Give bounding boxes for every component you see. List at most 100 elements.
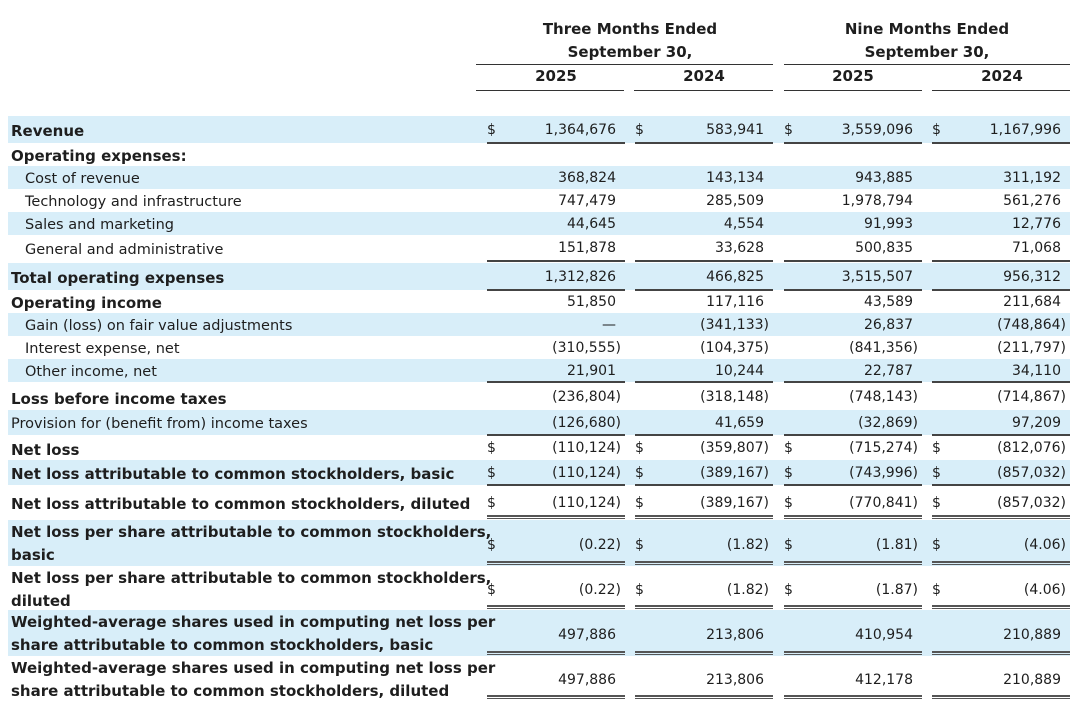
header-date-label: September 30, <box>864 43 990 61</box>
value-cell: (748,864) <box>997 316 1066 333</box>
row-label: Weighted-average shares used in computin… <box>11 657 495 703</box>
currency-symbol: $ <box>784 121 793 138</box>
row-label-text: Total operating expenses <box>11 269 225 287</box>
table-row: Net loss attributable to common stockhol… <box>8 460 1070 486</box>
currency-symbol: $ <box>932 121 941 138</box>
value-cell: (841,356) <box>849 339 918 356</box>
row-label: Interest expense, net <box>25 338 180 361</box>
double-underline <box>635 605 773 609</box>
double-underline <box>784 561 922 565</box>
row-label-text: Net loss per share attributable to commo… <box>11 523 492 541</box>
year-underline <box>634 90 773 91</box>
underline <box>635 484 773 486</box>
double-underline <box>635 561 773 565</box>
row-label: Net loss per share attributable to commo… <box>11 567 491 613</box>
table-row: Sales and marketing 44,645 4,554 91,993 12,7… <box>8 212 1070 235</box>
value-cell: (211,797) <box>997 339 1066 356</box>
double-underline <box>784 605 922 609</box>
value-cell: 583,941 <box>706 121 764 138</box>
value-cell: (4.06) <box>1023 537 1066 553</box>
value-cell: (1.82) <box>726 537 769 553</box>
double-underline <box>487 695 625 699</box>
value-cell: 747,479 <box>558 192 616 209</box>
table-row: General and administrative 151,878 33,628 5… <box>8 235 1070 262</box>
double-underline <box>487 605 625 609</box>
row-label: Technology and infrastructure <box>25 191 242 214</box>
underline <box>784 381 922 383</box>
currency-symbol: $ <box>932 440 941 456</box>
value-cell: (770,841) <box>849 494 918 511</box>
year-underline <box>476 90 624 91</box>
value-cell: 3,515,507 <box>841 268 913 285</box>
value-cell: 943,885 <box>855 169 913 186</box>
underline <box>487 289 625 291</box>
currency-symbol: $ <box>487 494 496 511</box>
value-cell: 466,825 <box>706 268 764 285</box>
table-row: Interest expense, net (310,555) (104,375) (… <box>8 336 1070 359</box>
currency-symbol: $ <box>487 121 496 138</box>
underline <box>932 434 1070 436</box>
table-row: Operating income 51,850 117,116 43,589 211,6… <box>8 290 1070 313</box>
value-cell: (715,274) <box>849 440 918 456</box>
table-row: Revenue $1,364,676 $583,941 $3,559,096 $1,16… <box>8 116 1070 144</box>
table-row: Technology and infrastructure 747,479 285,… <box>8 189 1070 212</box>
row-label: Net loss attributable to common stockhol… <box>11 493 470 516</box>
double-underline <box>635 515 773 519</box>
double-underline <box>932 605 1070 609</box>
header-year: 2025 <box>832 67 874 85</box>
row-label-text: Technology and infrastructure <box>25 194 242 210</box>
row-label-text: General and administrative <box>25 241 224 258</box>
header-divider <box>476 64 773 65</box>
table-row: Weighted-average shares used in computin… <box>8 656 1070 700</box>
value-cell: (32,869) <box>858 414 918 431</box>
table-row: Operating expenses: <box>8 143 1070 166</box>
underline <box>784 142 922 144</box>
currency-symbol: $ <box>487 464 496 481</box>
value-cell: (812,076) <box>997 440 1066 456</box>
currency-symbol: $ <box>784 494 793 511</box>
double-underline <box>487 561 625 565</box>
value-cell: 34,110 <box>1012 362 1061 379</box>
underline <box>932 484 1070 486</box>
value-cell: (743,996) <box>849 464 918 481</box>
row-label-text: Other income, net <box>25 364 157 380</box>
row-label-text: Net loss attributable to common stockhol… <box>11 465 455 483</box>
underline <box>932 381 1070 383</box>
year-underline <box>932 90 1070 91</box>
value-cell: (1.81) <box>875 537 918 553</box>
double-underline <box>932 561 1070 565</box>
table-row: Net loss per share attributable to commo… <box>8 520 1070 566</box>
currency-symbol: $ <box>932 537 941 553</box>
header-year: 2024 <box>981 67 1023 85</box>
row-label: Other income, net <box>25 361 157 384</box>
value-cell: (310,555) <box>552 339 621 356</box>
underline <box>784 434 922 436</box>
row-label-text: Net loss per share attributable to commo… <box>11 569 492 587</box>
currency-symbol: $ <box>635 537 644 553</box>
value-cell: 211,684 <box>1003 293 1061 310</box>
value-cell: (236,804) <box>552 389 621 405</box>
row-label: Operating income <box>11 292 162 315</box>
currency-symbol: $ <box>932 464 941 481</box>
double-underline <box>784 515 922 519</box>
value-cell: 97,209 <box>1012 414 1061 431</box>
row-label-text: Gain (loss) on fair value adjustments <box>25 318 293 334</box>
row-label: Net loss attributable to common stockhol… <box>11 463 454 486</box>
double-underline <box>635 651 773 655</box>
double-underline <box>784 651 922 655</box>
value-cell: 44,645 <box>567 215 616 232</box>
underline <box>784 289 922 291</box>
currency-symbol: $ <box>932 582 941 598</box>
value-cell: 497,886 <box>558 627 616 643</box>
underline <box>635 289 773 291</box>
currency-symbol: $ <box>487 582 496 598</box>
table-row: Loss before income taxes (236,804) (318,14… <box>8 384 1070 410</box>
row-label-text: share attributable to common stockholder… <box>11 682 450 700</box>
underline <box>635 260 773 262</box>
underline <box>487 484 625 486</box>
value-cell: 213,806 <box>706 627 764 643</box>
year-underline <box>784 90 922 91</box>
value-cell: 151,878 <box>558 240 616 256</box>
row-label-text: Weighted-average shares used in computin… <box>11 613 496 631</box>
value-cell: (104,375) <box>700 339 769 356</box>
